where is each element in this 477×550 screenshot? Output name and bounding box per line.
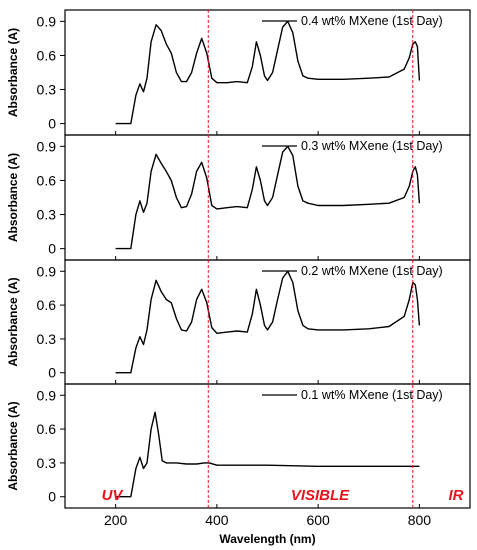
x-tick-label: 400 — [205, 512, 229, 528]
spectrum-line — [115, 411, 420, 498]
region-label-uv: UV — [102, 487, 125, 504]
x-axis-title: Wavelength (nm) — [219, 532, 315, 546]
y-tick-label: 0.6 — [37, 297, 57, 313]
legend-label: 0.1 wt% MXene (1st Day) — [301, 388, 443, 402]
x-tick-label: 800 — [408, 512, 432, 528]
legend-label: 0.3 wt% MXene (1st Day) — [301, 139, 443, 153]
panel-frame — [64, 259, 471, 385]
x-tick-label: 600 — [306, 512, 330, 528]
y-tick-label: 0.9 — [37, 13, 57, 29]
y-axis-title: Absorbance (A) — [6, 153, 20, 242]
y-axis-title: Absorbance (A) — [6, 277, 20, 366]
y-axis-title: Absorbance (A) — [6, 28, 20, 117]
y-tick-label: 0.9 — [37, 138, 57, 154]
region-label-ir: IR — [449, 487, 464, 504]
y-tick-label: 0 — [48, 365, 56, 381]
y-tick-label: 0 — [48, 116, 56, 132]
y-axis-title: Absorbance (A) — [6, 401, 20, 490]
y-tick-label: 0.3 — [37, 207, 57, 223]
legend-label: 0.2 wt% MXene (1st Day) — [301, 264, 443, 278]
legend-label: 0.4 wt% MXene (1st Day) — [301, 14, 443, 28]
y-tick-label: 0.6 — [37, 172, 57, 188]
region-label-visible: VISIBLE — [291, 487, 350, 504]
panel-frame — [64, 134, 471, 261]
y-tick-label: 0.9 — [37, 263, 57, 279]
y-tick-label: 0.6 — [37, 421, 57, 437]
spectrum-line — [115, 20, 421, 125]
y-tick-label: 0 — [48, 241, 56, 257]
y-tick-label: 0.3 — [37, 82, 57, 98]
spectrum-line — [115, 145, 421, 250]
y-tick-label: 0.6 — [37, 47, 57, 63]
spectrum-line — [115, 270, 421, 374]
y-tick-label: 0 — [48, 489, 56, 505]
y-tick-label: 0.3 — [37, 455, 57, 471]
y-tick-label: 0.9 — [37, 387, 57, 403]
panel-frame — [64, 9, 471, 136]
panel-frame — [64, 383, 471, 509]
y-tick-label: 0.3 — [37, 331, 57, 347]
x-tick-label: 200 — [104, 512, 128, 528]
